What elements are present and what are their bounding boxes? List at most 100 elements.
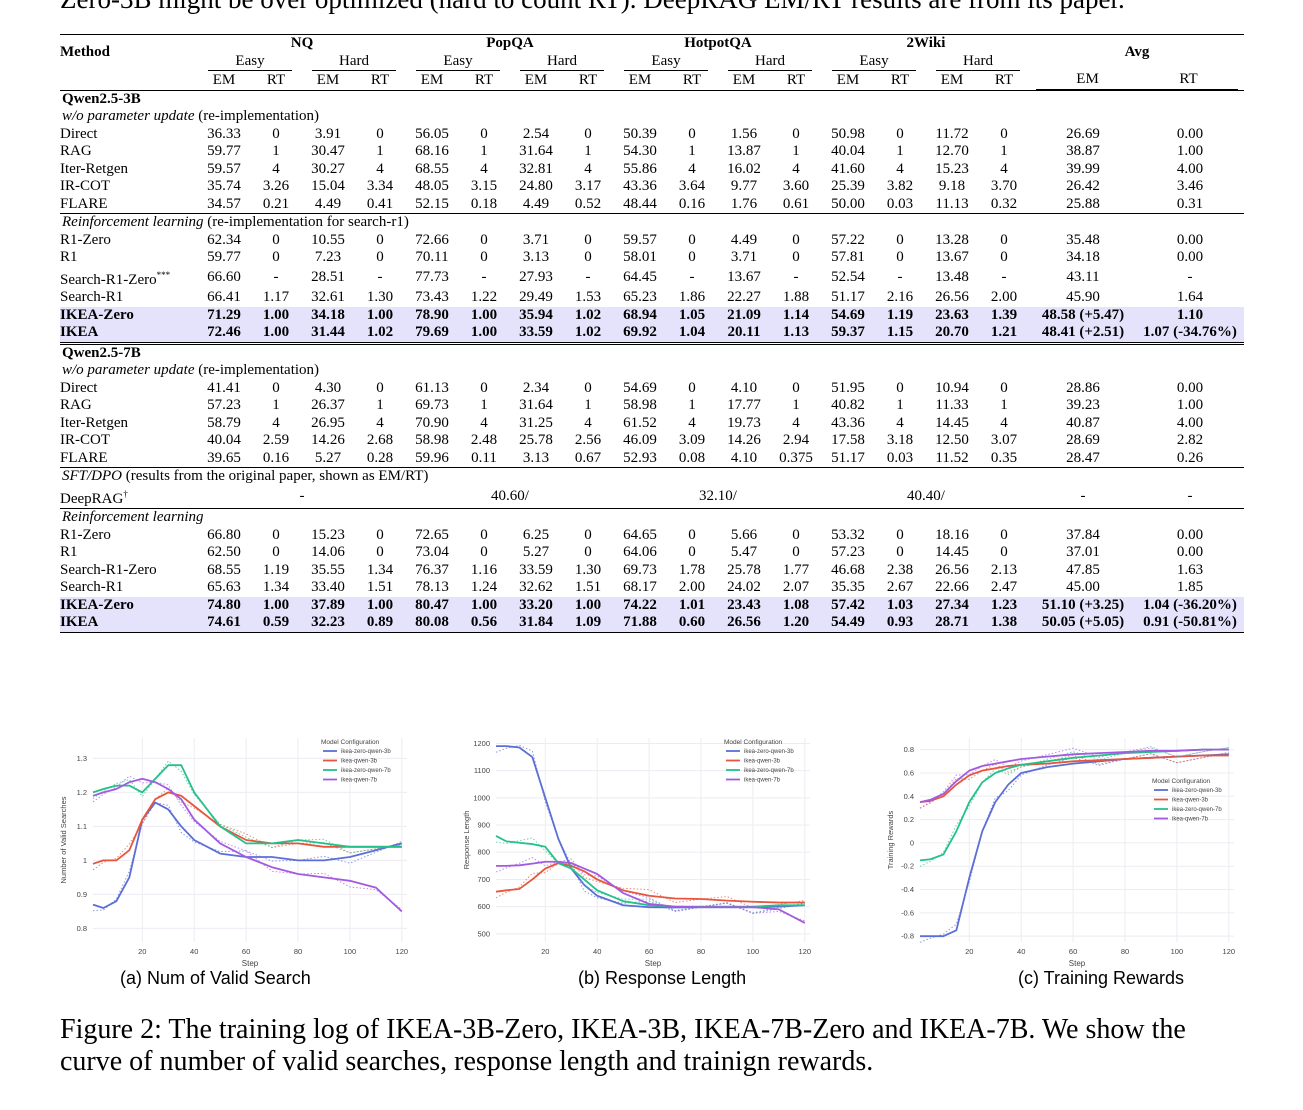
score-cell: 1 [1000, 397, 1008, 413]
table-row: IKEA-Zero 71.29 1.00 34.18 1.00 78.90 1.00 35.9… [60, 306, 1244, 324]
score-cell: 0 [688, 125, 696, 142]
table-row: Search-R1-Zero*** 66.60 - 28.51 - 77.73 - 27.93… [60, 267, 1244, 290]
score-cell: - [481, 269, 487, 285]
avg-cell: 48.41 (+2.51) [1030, 324, 1136, 343]
avg-cell: 28.47 [1066, 449, 1100, 466]
score-cell: 4 [896, 414, 904, 431]
score-cell: 11.13 [935, 195, 969, 212]
avg-cell: 38.87 [1066, 143, 1100, 159]
score-cell: 0 [792, 249, 800, 265]
subcaption-b: (b) Response Length [578, 968, 747, 988]
score-cell: 1.02 [562, 324, 614, 343]
score-cell: 1.21 [978, 324, 1030, 343]
group-header-rest: (re-implementation for search-r1) [203, 214, 409, 230]
table-row: RAG 57.23 1 26.37 1 69.73 1 31.64 1 58.98 1 17.77 1 4… [60, 397, 1244, 415]
score-cell: 0 [584, 526, 592, 543]
score-cell: 3.07 [990, 432, 1018, 448]
x-tick-label: 40 [190, 947, 198, 956]
x-tick-label: 60 [645, 947, 653, 956]
score-cell: 3.18 [886, 432, 914, 448]
score-cell: 1 [896, 397, 904, 413]
score-cell: 0.93 [874, 614, 926, 633]
score-cell: 46.09 [623, 432, 657, 448]
table-row: RAG 59.77 1 30.47 1 68.16 1 31.64 1 54.30 1 13.87 1 4… [60, 143, 1244, 161]
score-cell: 11.52 [935, 449, 969, 466]
x-axis-label: Step [645, 959, 662, 968]
score-cell: 15.23 [935, 160, 969, 177]
score-cell: 72.65 [415, 526, 449, 543]
score-cell: 1 [688, 143, 696, 159]
score-cell: 3.70 [990, 178, 1018, 194]
score-cell: 35.74 [207, 178, 241, 194]
score-cell: 26.95 [311, 414, 345, 431]
method-name: Search-R1 [60, 289, 124, 305]
score-cell: 65.23 [623, 289, 657, 305]
score-cell: 2.54 [522, 125, 550, 142]
score-cell: 1.00 [458, 324, 510, 343]
score-cell: 18.16 [935, 526, 969, 543]
series-raw-line-ikea-qwen-3b [92, 787, 402, 871]
score-cell: 22.66 [935, 579, 969, 595]
score-cell: 1.88 [782, 289, 810, 305]
legend-entry: ikea-qwen-3b [341, 759, 378, 765]
metric-label: RT [250, 71, 302, 91]
footnote-mark: † [123, 488, 128, 499]
score-cell: 1.03 [874, 596, 926, 614]
score-cell: 64.06 [623, 544, 657, 560]
y-tick-label: -0.4 [901, 885, 914, 894]
score-cell: 1.02 [354, 324, 406, 343]
score-cell: 2.00 [990, 289, 1018, 305]
score-cell: 4.30 [314, 379, 342, 396]
score-cell: 3.82 [886, 178, 914, 194]
score-cell: 1 [688, 397, 696, 413]
difficulty-label: Hard [302, 53, 406, 71]
score-cell: 0 [792, 526, 800, 543]
y-tick-label: 0.8 [77, 924, 87, 933]
model-row: Qwen2.5-7B [60, 341, 1244, 362]
x-tick-label: 100 [747, 947, 760, 956]
score-cell: 0.03 [886, 449, 914, 466]
legend-entry: ikea-zero-qwen-3b [341, 749, 391, 755]
table-row: R1-Zero 62.34 0 10.55 0 72.66 0 3.71 0 59.57 0 4.49… [60, 232, 1244, 250]
score-cell: 57.22 [831, 231, 865, 248]
deeprag-cell: - [299, 488, 305, 504]
group-header-row: SFT/DPO (results from the original paper… [60, 467, 1244, 486]
score-cell: 1 [792, 143, 800, 159]
score-cell: 50.98 [831, 125, 865, 142]
difficulty-text: Easy [416, 53, 500, 71]
score-cell: 4 [896, 160, 904, 177]
avg-cell: 37.84 [1066, 526, 1100, 543]
model-name: Qwen2.5-7B [60, 341, 1244, 362]
avg-cell: 1.63 [1176, 561, 1204, 578]
score-cell: 0 [584, 231, 592, 248]
table-row: Direct 41.41 0 4.30 0 61.13 0 2.34 0 54.69 0 4.10 0 5… [60, 380, 1244, 398]
score-cell: 0.08 [678, 449, 706, 466]
avg-cell: - [1187, 488, 1193, 504]
score-cell: 1.78 [678, 561, 706, 578]
score-cell: 0 [480, 379, 488, 396]
score-cell: 54.69 [623, 379, 657, 396]
score-cell: 4 [272, 414, 280, 431]
x-tick-label: 60 [242, 947, 250, 956]
legend-title: Model Configuration [321, 739, 380, 746]
score-cell: 35.55 [311, 561, 345, 578]
metric-label: EM [510, 71, 562, 91]
score-cell: 5.47 [730, 544, 758, 560]
score-cell: 1.00 [562, 596, 614, 614]
score-cell: 34.18 [302, 306, 354, 324]
y-tick-label: -0.2 [901, 862, 914, 871]
difficulty-label: Easy [822, 53, 926, 71]
score-cell: 31.25 [519, 414, 553, 431]
score-cell: 1.19 [262, 561, 290, 578]
score-cell: 0.35 [990, 449, 1018, 466]
legend-title: Model Configuration [1152, 778, 1211, 785]
score-cell: 15.23 [311, 526, 345, 543]
avg-cell: 1.85 [1176, 579, 1204, 595]
score-cell: 0.18 [470, 195, 498, 212]
score-cell: 59.57 [207, 160, 241, 177]
score-cell: 0 [272, 125, 280, 142]
score-cell: 33.59 [519, 561, 553, 578]
difficulty-text: Easy [624, 53, 708, 71]
score-cell: 76.37 [415, 561, 449, 578]
score-cell: 0.60 [666, 614, 718, 633]
